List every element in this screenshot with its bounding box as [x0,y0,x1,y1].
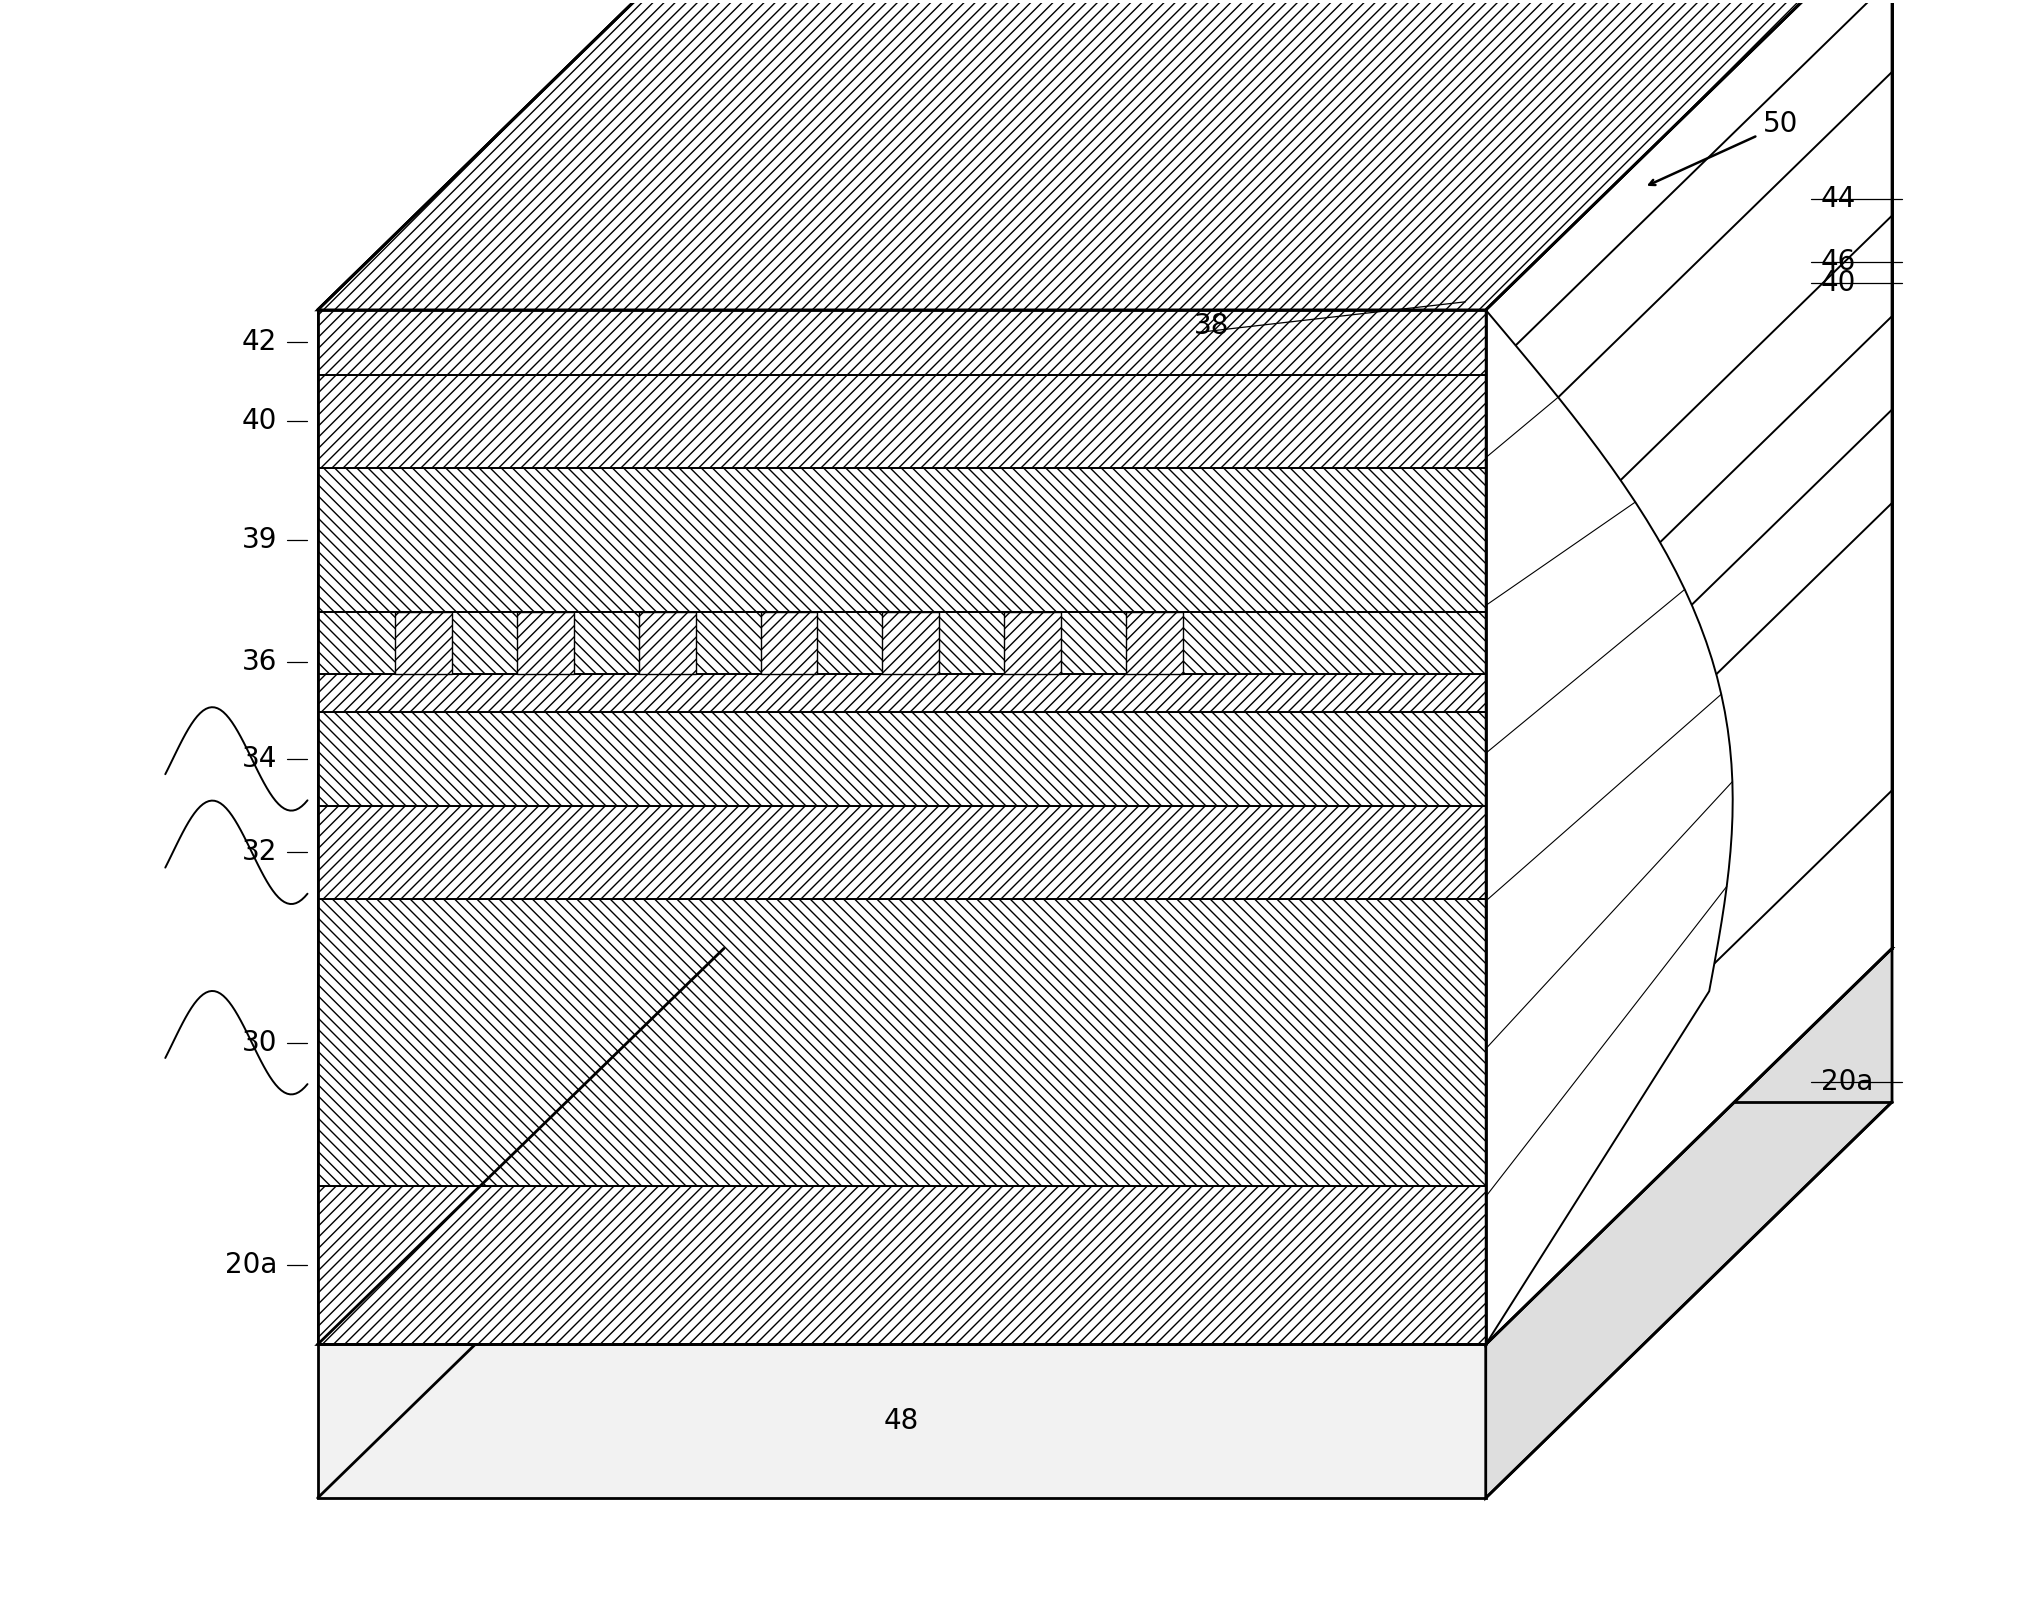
Polygon shape [318,310,1485,375]
Polygon shape [318,611,1485,712]
Polygon shape [517,611,574,675]
Polygon shape [640,611,695,675]
Polygon shape [318,1186,1485,1345]
Text: 40: 40 [1821,269,1856,297]
Polygon shape [318,949,1892,1345]
Polygon shape [318,1345,1485,1499]
Polygon shape [723,0,1892,949]
Text: 20a: 20a [1821,1069,1874,1096]
Polygon shape [1004,611,1061,675]
Polygon shape [1485,0,1892,1345]
Text: 20a: 20a [224,1252,277,1280]
Polygon shape [1485,310,1733,1345]
Text: 42: 42 [242,328,277,357]
Polygon shape [318,899,1485,1186]
Text: 44: 44 [1821,185,1856,212]
Polygon shape [760,611,817,675]
Text: 39: 39 [242,526,277,553]
Text: 46: 46 [1821,248,1856,276]
Polygon shape [318,806,1485,899]
Polygon shape [318,0,1892,310]
Text: 34: 34 [242,744,277,774]
Polygon shape [318,375,1485,469]
Text: 38: 38 [1194,311,1228,341]
Text: 30: 30 [242,1028,277,1056]
Text: 40: 40 [242,407,277,435]
Polygon shape [318,675,1485,712]
Polygon shape [318,712,1485,806]
Polygon shape [882,611,939,675]
Polygon shape [1485,949,1892,1499]
Text: 36: 36 [242,647,277,676]
Polygon shape [318,611,1485,675]
Text: 32: 32 [242,839,277,866]
Polygon shape [395,611,452,675]
Text: 50: 50 [1762,110,1799,138]
Polygon shape [318,469,1485,611]
Polygon shape [1126,611,1183,675]
Text: 48: 48 [884,1408,919,1435]
